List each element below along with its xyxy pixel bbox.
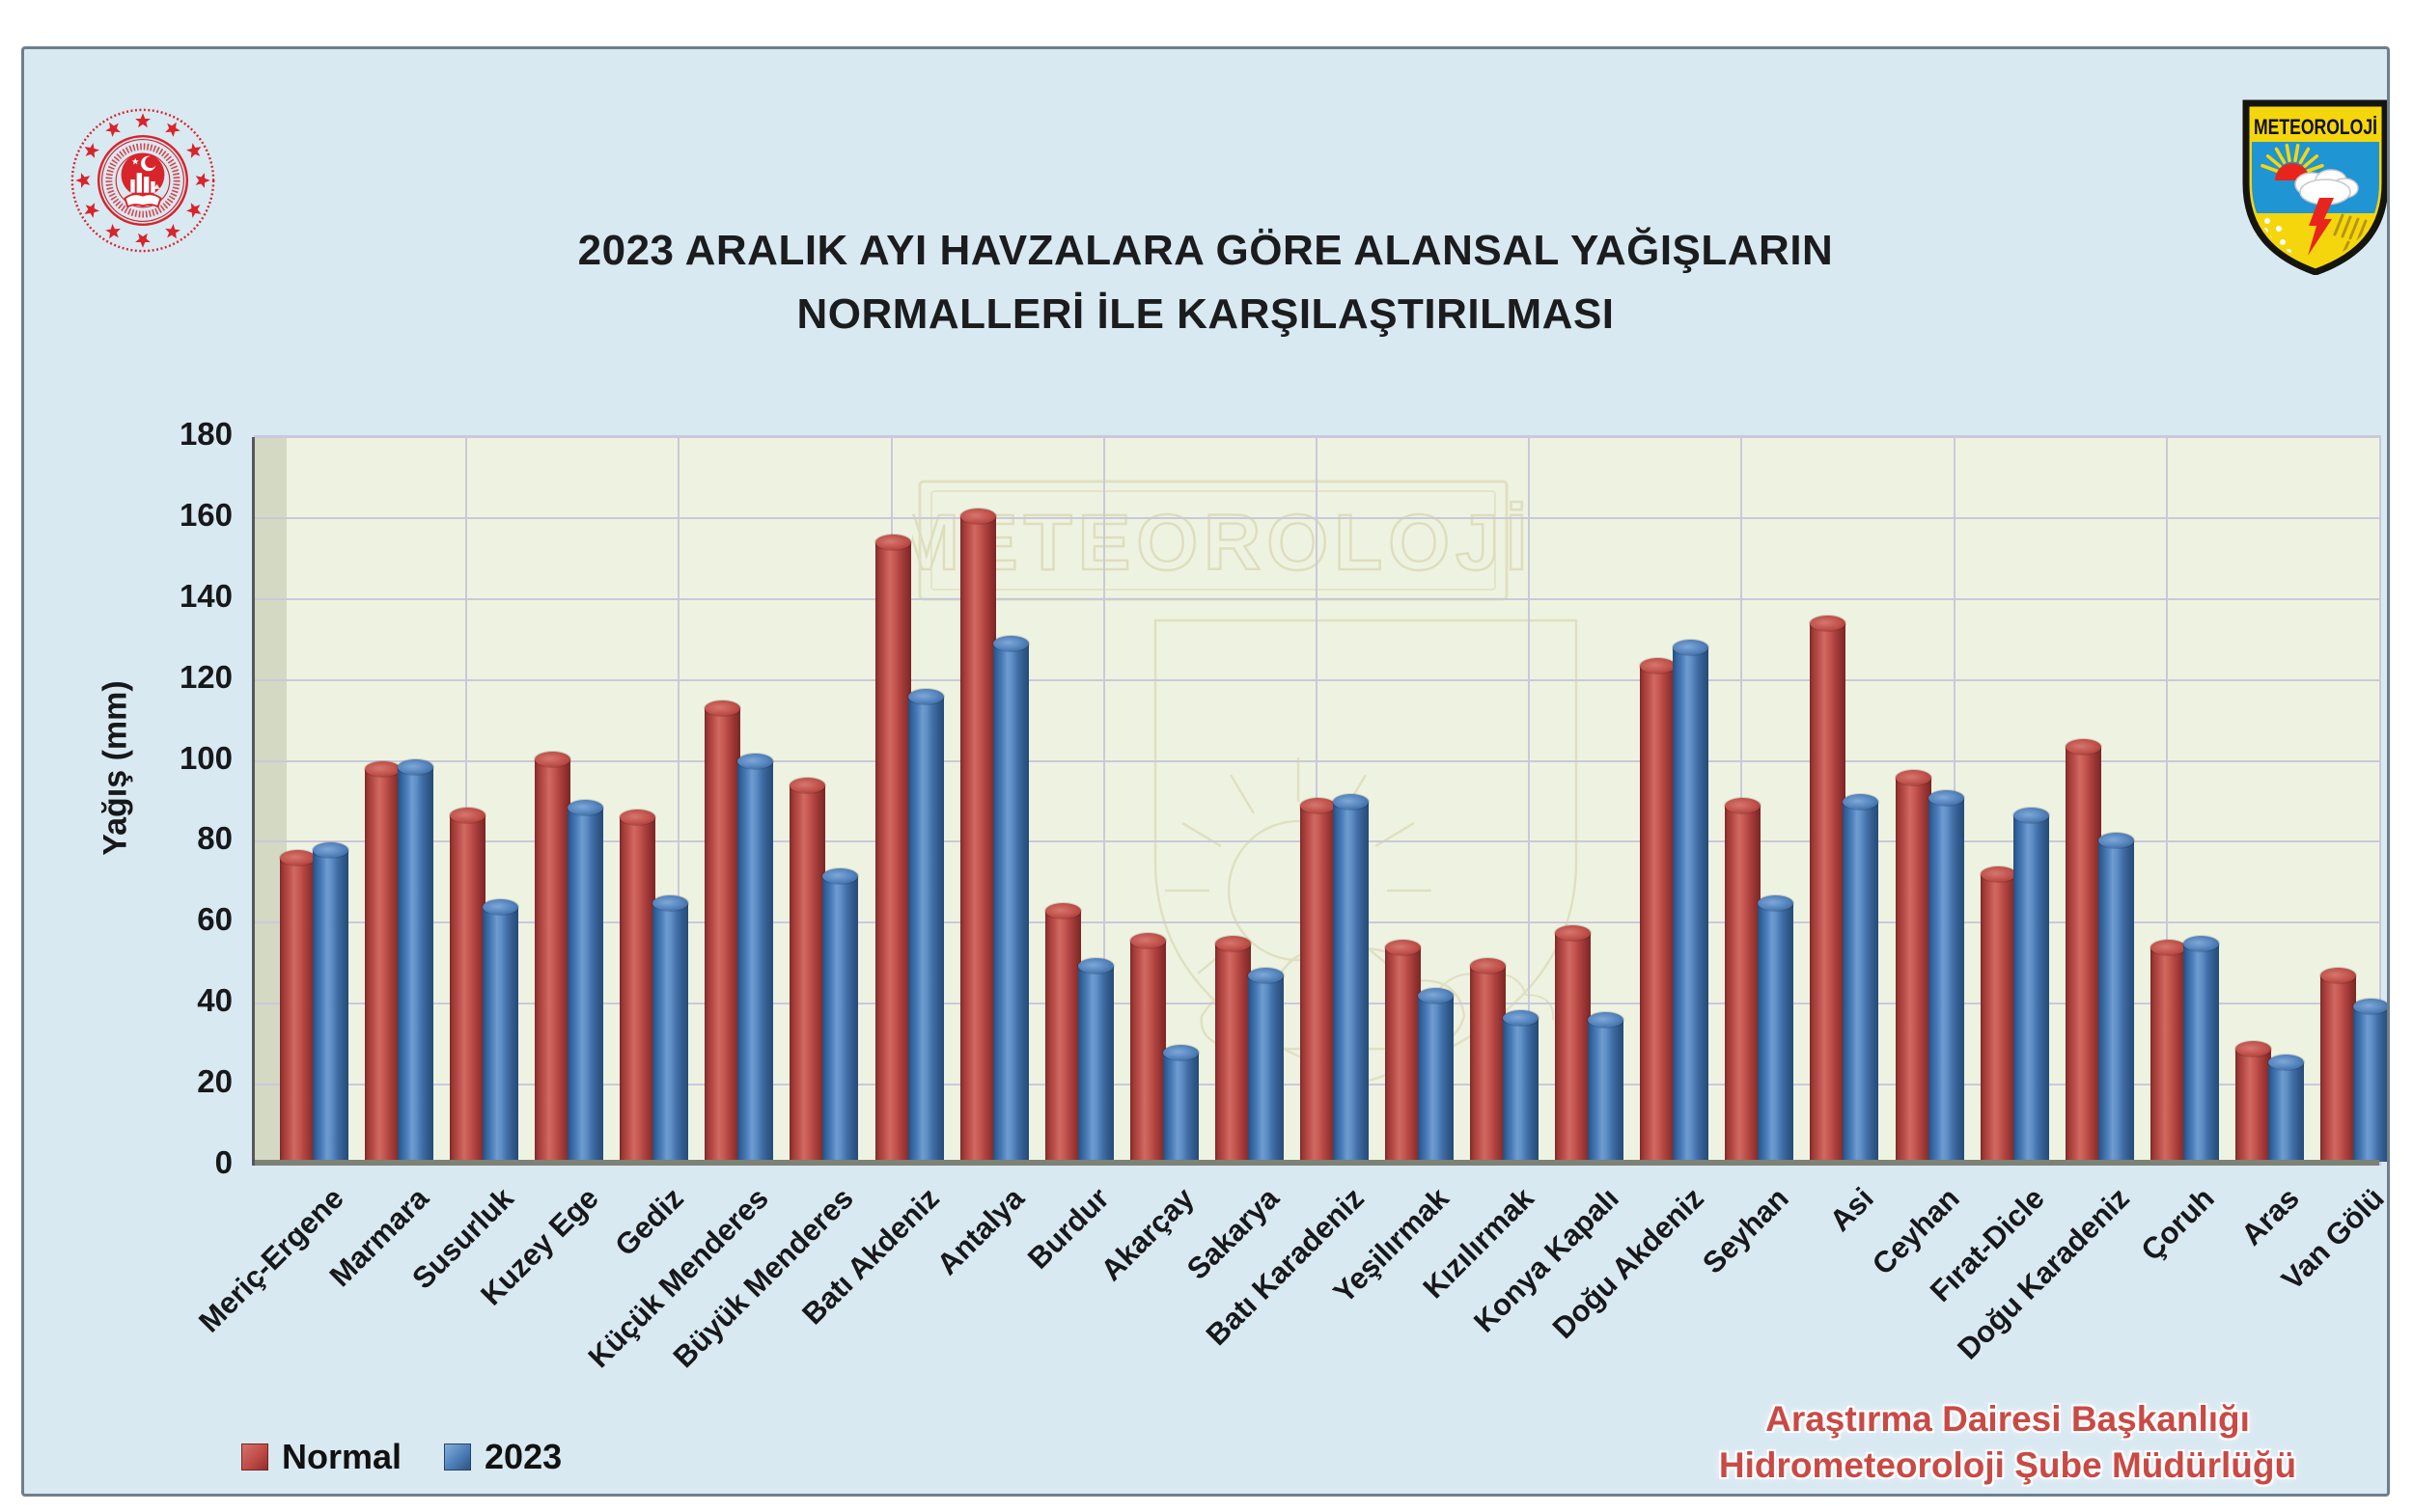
bar-2023 [1418,988,1455,1162]
bar-normal [450,808,486,1162]
y-axis-line [252,437,255,1166]
y-tick-label: 40 [197,982,233,1019]
badge-label: METEOROLOJİ [2254,115,2377,139]
bar-normal [1470,957,1507,1162]
bar-2023 [1758,894,1794,1162]
bar-2023 [2182,935,2219,1162]
lightning-icon [2308,198,2334,256]
chart-plot-area: METEOROLOJİ [252,435,2387,1166]
bar-normal [1980,866,2016,1162]
bar-2023 [1077,957,1114,1162]
bar-2023 [1162,1044,1199,1162]
bar-normal [959,509,996,1162]
legend-swatch-2023 [444,1443,472,1471]
cloud-icon [2294,169,2359,206]
bar-2023 [398,759,434,1162]
y-tick-label: 20 [197,1063,233,1100]
bar-2023 [652,894,689,1162]
page-title: 2023 ARALIK AYI HAVZALARA GÖRE ALANSAL Y… [24,219,2387,346]
bar-2023 [1332,793,1369,1162]
bar-normal [1640,658,1677,1162]
bar-2023 [1843,793,1879,1162]
bar-normal [1895,769,1931,1162]
bar-2023 [737,753,774,1162]
y-tick-label: 120 [179,658,233,695]
gridline-vertical [1102,437,1105,1166]
bar-2023 [568,800,604,1162]
chart-legend: Normal 2023 [241,1437,562,1477]
x-axis-base [254,1160,2379,1166]
bar-2023 [2352,998,2387,1162]
y-tick-label: 100 [179,739,233,776]
credit-line1: Araştırma Dairesi Başkanlığı [1765,1399,2250,1439]
bar-normal [365,761,402,1162]
gridline-vertical [1528,437,1531,1166]
bar-normal [1299,797,1336,1162]
bar-2023 [1928,789,1964,1162]
legend-label-2023: 2023 [485,1437,563,1476]
bar-2023 [1673,640,1709,1162]
bar-normal [2065,739,2101,1162]
bar-normal [535,751,571,1162]
bar-2023 [2267,1055,2304,1162]
chart-title-line2: NORMALLERİ İLE KARŞILAŞTIRILMASI [796,290,1615,338]
bar-2023 [2012,808,2049,1162]
bar-normal [1725,797,1761,1162]
bar-normal [2234,1040,2271,1162]
y-tick-label: 140 [179,577,233,614]
y-tick-label: 180 [179,416,233,452]
bar-normal [620,810,656,1162]
bar-normal [1214,935,1251,1162]
bar-2023 [1503,1010,1539,1162]
bar-normal [280,850,316,1162]
legend-swatch-normal [241,1443,268,1471]
chart-title-line1: 2023 ARALIK AYI HAVZALARA GÖRE ALANSAL Y… [577,227,1834,274]
y-tick-label: 160 [179,496,233,533]
bar-2023 [907,688,944,1162]
meteoroloji-badge-logo: METEOROLOJİ [2242,99,2387,275]
chart-panel: METEOROLOJİ 2023 ARALIK AYI HAVZALARA GÖ… [21,46,2390,1497]
gridline-vertical [2165,437,2168,1166]
y-tick-label: 80 [197,820,233,857]
bar-2023 [313,842,348,1162]
bar-2023 [822,868,859,1162]
bar-normal [790,777,826,1162]
bar-2023 [2097,832,2134,1162]
ministry-seal-logo [70,108,215,253]
watermark-text: METEOROLOJİ [912,499,1533,587]
bar-2023 [1588,1012,1624,1162]
bar-normal [1385,939,1422,1162]
bar-2023 [992,636,1029,1162]
bar-normal [1044,902,1081,1162]
y-tick-label: 60 [197,901,233,938]
bar-normal [874,535,911,1162]
bar-normal [2150,939,2186,1162]
bar-normal [2319,968,2356,1162]
bar-normal [1810,616,1846,1162]
credit-line2: Hidrometeoroloji Şube Müdürlüğü [1718,1445,2297,1485]
credit-block: Araştırma Dairesi Başkanlığı Hidrometeor… [1626,1396,2387,1489]
gridline-vertical [678,437,680,1166]
bar-normal [1555,925,1592,1162]
gridline-vertical [465,437,468,1166]
bar-2023 [483,898,519,1162]
bar-2023 [1247,968,1284,1162]
y-tick-label: 0 [214,1144,233,1180]
bar-normal [1129,933,1166,1162]
bar-normal [705,701,741,1162]
y-axis-title: Yağış (mm) [97,680,134,856]
legend-label-normal: Normal [282,1437,402,1476]
